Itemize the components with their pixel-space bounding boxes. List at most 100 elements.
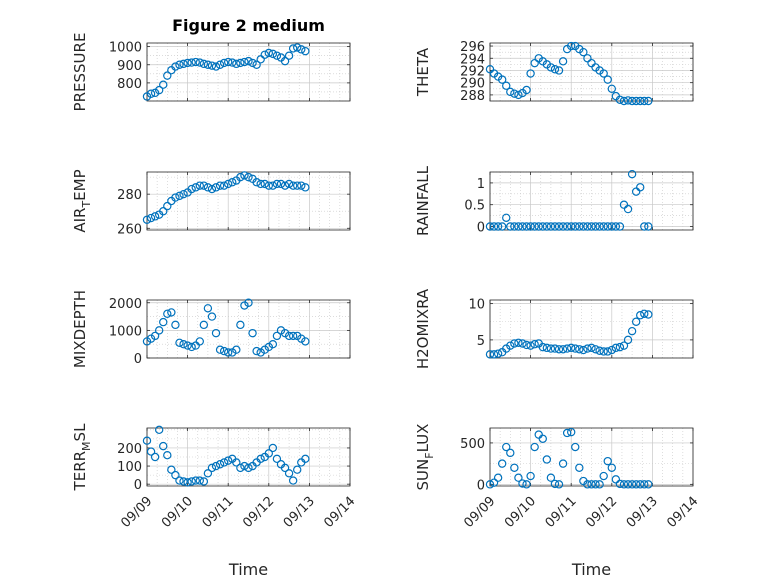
x-axis-label: Time <box>571 560 611 579</box>
data-point <box>502 442 511 452</box>
data-point <box>534 222 543 231</box>
y-tick-label: 5 <box>477 334 485 349</box>
data-point <box>268 339 278 349</box>
data-point <box>599 222 608 231</box>
data-point <box>571 222 580 231</box>
y-axis-label: RAINFALL <box>414 165 432 236</box>
data-point <box>280 181 290 190</box>
data-point <box>228 178 237 187</box>
data-point <box>236 320 245 330</box>
data-point <box>159 441 168 451</box>
y-axis-label: TERRMSL <box>71 423 93 492</box>
data-point <box>179 59 188 69</box>
axes-background <box>147 300 350 358</box>
data-series <box>142 298 310 357</box>
data-point <box>538 342 547 352</box>
data-point <box>583 222 592 231</box>
data-point <box>171 470 180 480</box>
y-axis-label: SUNFLUX <box>414 424 436 491</box>
data-point <box>603 222 612 231</box>
data-point <box>154 326 164 335</box>
y-axis-label: PRESSURE <box>71 33 89 112</box>
data-point <box>175 338 184 348</box>
y-tick-label: 100 <box>117 460 142 475</box>
data-point <box>489 478 499 487</box>
data-point <box>526 222 535 231</box>
data-point <box>591 222 600 231</box>
data-point <box>550 479 560 489</box>
data-point <box>554 480 564 489</box>
data-point <box>248 58 257 68</box>
data-point <box>223 348 233 357</box>
data-series <box>142 43 310 101</box>
data-point <box>293 465 302 474</box>
data-point <box>288 181 298 190</box>
data-point <box>510 89 519 98</box>
data-point <box>191 476 200 485</box>
data-point <box>187 477 196 486</box>
data-point <box>579 222 588 231</box>
data-point <box>640 309 649 318</box>
chart-title: Figure 2 medium <box>172 16 325 35</box>
data-point <box>518 222 527 231</box>
data-point <box>272 331 282 341</box>
data-point <box>493 349 503 358</box>
data-point <box>223 57 233 67</box>
data-point <box>510 339 519 348</box>
axes-frame <box>146 299 351 359</box>
data-point <box>595 346 604 355</box>
y-tick-label: 0.5 <box>464 199 485 214</box>
data-point <box>187 58 196 67</box>
data-point <box>567 222 576 231</box>
y-tick-label: 1 <box>477 177 485 192</box>
data-point <box>583 480 592 489</box>
data-point <box>207 463 217 473</box>
minor-grid <box>490 428 693 486</box>
data-point <box>236 463 245 473</box>
data-point <box>583 344 592 353</box>
data-point <box>219 181 229 190</box>
y-tick-label: 900 <box>117 59 142 74</box>
data-series <box>485 427 653 489</box>
data-point <box>562 344 572 353</box>
data-point <box>215 460 225 469</box>
data-point <box>542 455 552 464</box>
data-point <box>179 189 188 199</box>
data-point <box>623 480 633 489</box>
data-point <box>502 81 511 90</box>
data-point <box>640 96 649 106</box>
y-tick-label: 294 <box>460 52 485 67</box>
x-axis-label: Time <box>228 560 268 579</box>
data-point <box>583 54 592 63</box>
data-point <box>615 95 625 104</box>
y-axis-label-main: RAINFALL <box>414 165 432 236</box>
data-point <box>203 469 213 478</box>
data-point <box>644 96 653 106</box>
data-point <box>514 222 523 231</box>
data-point <box>211 62 221 71</box>
tick-marks <box>146 172 351 230</box>
data-point <box>211 461 221 471</box>
data-point <box>607 345 617 355</box>
data-point <box>244 463 253 473</box>
data-point <box>264 449 273 458</box>
data-point <box>530 340 539 349</box>
data-point <box>607 463 617 472</box>
data-point <box>619 480 629 489</box>
data-point <box>240 57 249 67</box>
data-point <box>146 447 156 456</box>
data-point <box>284 51 294 60</box>
data-point <box>636 480 645 489</box>
y-tick-label: 280 <box>117 188 142 203</box>
data-point <box>223 456 233 465</box>
data-point <box>562 428 572 438</box>
axes-frame <box>489 299 694 359</box>
data-point <box>199 181 209 190</box>
y-tick-label: 292 <box>460 64 485 79</box>
data-point <box>554 222 564 231</box>
data-point <box>252 346 261 356</box>
data-point <box>591 480 600 489</box>
data-point <box>175 191 184 201</box>
data-point <box>163 309 172 319</box>
y-axis-label: AIRTEMP <box>71 169 93 232</box>
